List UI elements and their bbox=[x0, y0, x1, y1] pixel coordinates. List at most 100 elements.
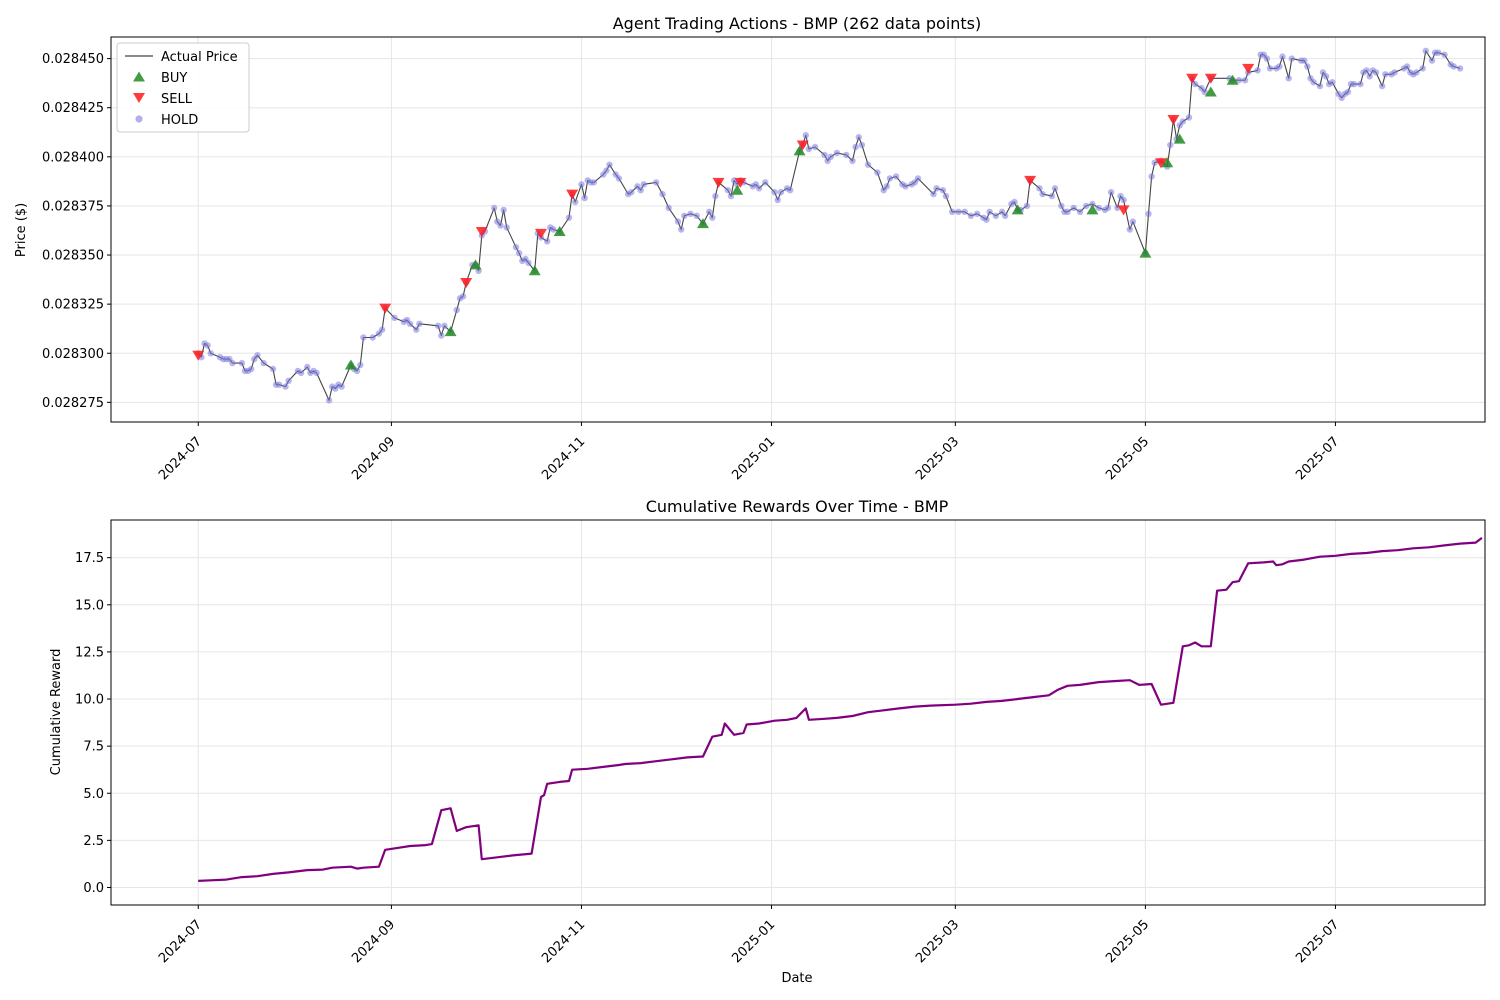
hold-point bbox=[1304, 63, 1311, 70]
hold-point bbox=[248, 365, 255, 373]
sell-marker bbox=[460, 278, 473, 289]
rewards-y-tick-label: 15.0 bbox=[75, 598, 104, 613]
hold-point bbox=[1350, 80, 1358, 88]
hold-point bbox=[459, 293, 467, 300]
hold-point bbox=[787, 187, 794, 194]
hold-point bbox=[1107, 189, 1115, 196]
hold-point bbox=[276, 381, 283, 388]
hold-point bbox=[572, 198, 579, 206]
hold-point bbox=[1064, 208, 1071, 215]
buy-marker bbox=[1139, 247, 1152, 258]
hold-point bbox=[1363, 67, 1370, 74]
hold-point bbox=[282, 383, 289, 390]
hold-point bbox=[933, 185, 940, 192]
price-y-tick-label: 0.028300 bbox=[42, 347, 104, 362]
hold-point bbox=[1192, 80, 1199, 88]
hold-point bbox=[615, 175, 623, 182]
price-y-tick-label: 0.028450 bbox=[42, 52, 104, 67]
sell-marker bbox=[1154, 158, 1167, 169]
price-chart-y-label: Price ($) bbox=[14, 203, 29, 257]
hold-point bbox=[1379, 82, 1386, 90]
hold-point bbox=[1413, 69, 1420, 76]
cumulative-reward-line bbox=[198, 537, 1483, 882]
hold-point bbox=[961, 208, 968, 215]
hold-point bbox=[874, 169, 881, 176]
price-chart-grid bbox=[111, 37, 1485, 422]
hold-point bbox=[1126, 226, 1134, 233]
buy-marker bbox=[1204, 86, 1217, 97]
hold-point bbox=[1167, 141, 1174, 149]
hold-point bbox=[1419, 65, 1426, 72]
hold-point bbox=[515, 249, 523, 257]
hold-point bbox=[678, 226, 685, 233]
legend-hold-label: HOLD bbox=[161, 113, 198, 128]
price-y-tick-label: 0.028325 bbox=[42, 298, 104, 313]
hold-point bbox=[1151, 159, 1158, 166]
hold-point bbox=[706, 208, 713, 215]
hold-point bbox=[357, 361, 364, 369]
hold-point bbox=[229, 359, 236, 367]
sell-marker bbox=[1167, 115, 1180, 125]
hold-point bbox=[297, 369, 305, 377]
rewards-chart-x-label: Date bbox=[781, 971, 812, 986]
sell-marker bbox=[734, 177, 747, 188]
hold-point bbox=[843, 151, 850, 159]
buy-marker bbox=[1011, 204, 1024, 215]
hold-point bbox=[1254, 67, 1261, 74]
hold-point bbox=[930, 190, 937, 198]
rewards-chart-plot bbox=[198, 537, 1483, 882]
sell-marker bbox=[1024, 175, 1037, 186]
hold-point bbox=[983, 216, 990, 223]
hold-point bbox=[1048, 192, 1056, 200]
sell-marker bbox=[712, 177, 725, 188]
sell-marker bbox=[566, 189, 579, 200]
sell-marker bbox=[1186, 73, 1199, 84]
hold-point bbox=[1039, 190, 1046, 198]
hold-point bbox=[1310, 79, 1317, 86]
hold-point bbox=[1185, 114, 1193, 121]
rewards-y-tick-label: 2.5 bbox=[83, 834, 104, 849]
price-chart-y-ticks: 0.028275 0.028300 0.028325 0.028350 0.028375… bbox=[42, 52, 111, 411]
hold-point bbox=[1316, 82, 1324, 90]
legend-sell-label: SELL bbox=[161, 92, 193, 107]
hold-point bbox=[581, 194, 588, 202]
hold-point bbox=[709, 214, 716, 221]
hold-point bbox=[939, 187, 947, 194]
hold-point bbox=[1279, 53, 1286, 60]
rewards-y-tick-label: 12.5 bbox=[75, 645, 104, 660]
hold-point bbox=[313, 369, 320, 377]
hold-point bbox=[406, 320, 414, 327]
sell-marker bbox=[475, 226, 488, 237]
hold-point bbox=[1263, 55, 1271, 62]
sell-marker bbox=[379, 303, 392, 314]
hold-point bbox=[628, 189, 635, 196]
hold-point bbox=[1023, 202, 1031, 210]
rewards-y-tick-label: 0.0 bbox=[83, 881, 104, 896]
hold-point bbox=[1083, 202, 1090, 210]
hold-point bbox=[491, 204, 498, 212]
sell-marker bbox=[1242, 63, 1255, 74]
hold-point bbox=[1036, 185, 1043, 192]
rewards-y-tick-label: 7.5 bbox=[83, 740, 104, 755]
hold-point bbox=[260, 359, 267, 367]
hold-point bbox=[755, 185, 763, 192]
hold-point bbox=[238, 359, 246, 367]
hold-point bbox=[1322, 73, 1330, 80]
hold-point bbox=[603, 167, 610, 174]
price-y-tick-label: 0.028350 bbox=[42, 249, 104, 264]
hold-point bbox=[1288, 55, 1296, 62]
hold-point bbox=[886, 175, 894, 182]
hold-point bbox=[1095, 204, 1102, 212]
hold-point bbox=[1428, 57, 1436, 64]
legend-hold-swatch bbox=[135, 115, 143, 123]
sell-marker bbox=[1117, 205, 1130, 216]
buy-marker bbox=[553, 225, 566, 236]
legend-box bbox=[116, 42, 250, 133]
hold-point bbox=[1104, 204, 1112, 212]
hold-point bbox=[416, 320, 423, 327]
hold-point bbox=[497, 222, 504, 229]
hold-point bbox=[724, 187, 732, 194]
hold-point bbox=[1076, 208, 1084, 215]
hold-point bbox=[369, 334, 376, 341]
